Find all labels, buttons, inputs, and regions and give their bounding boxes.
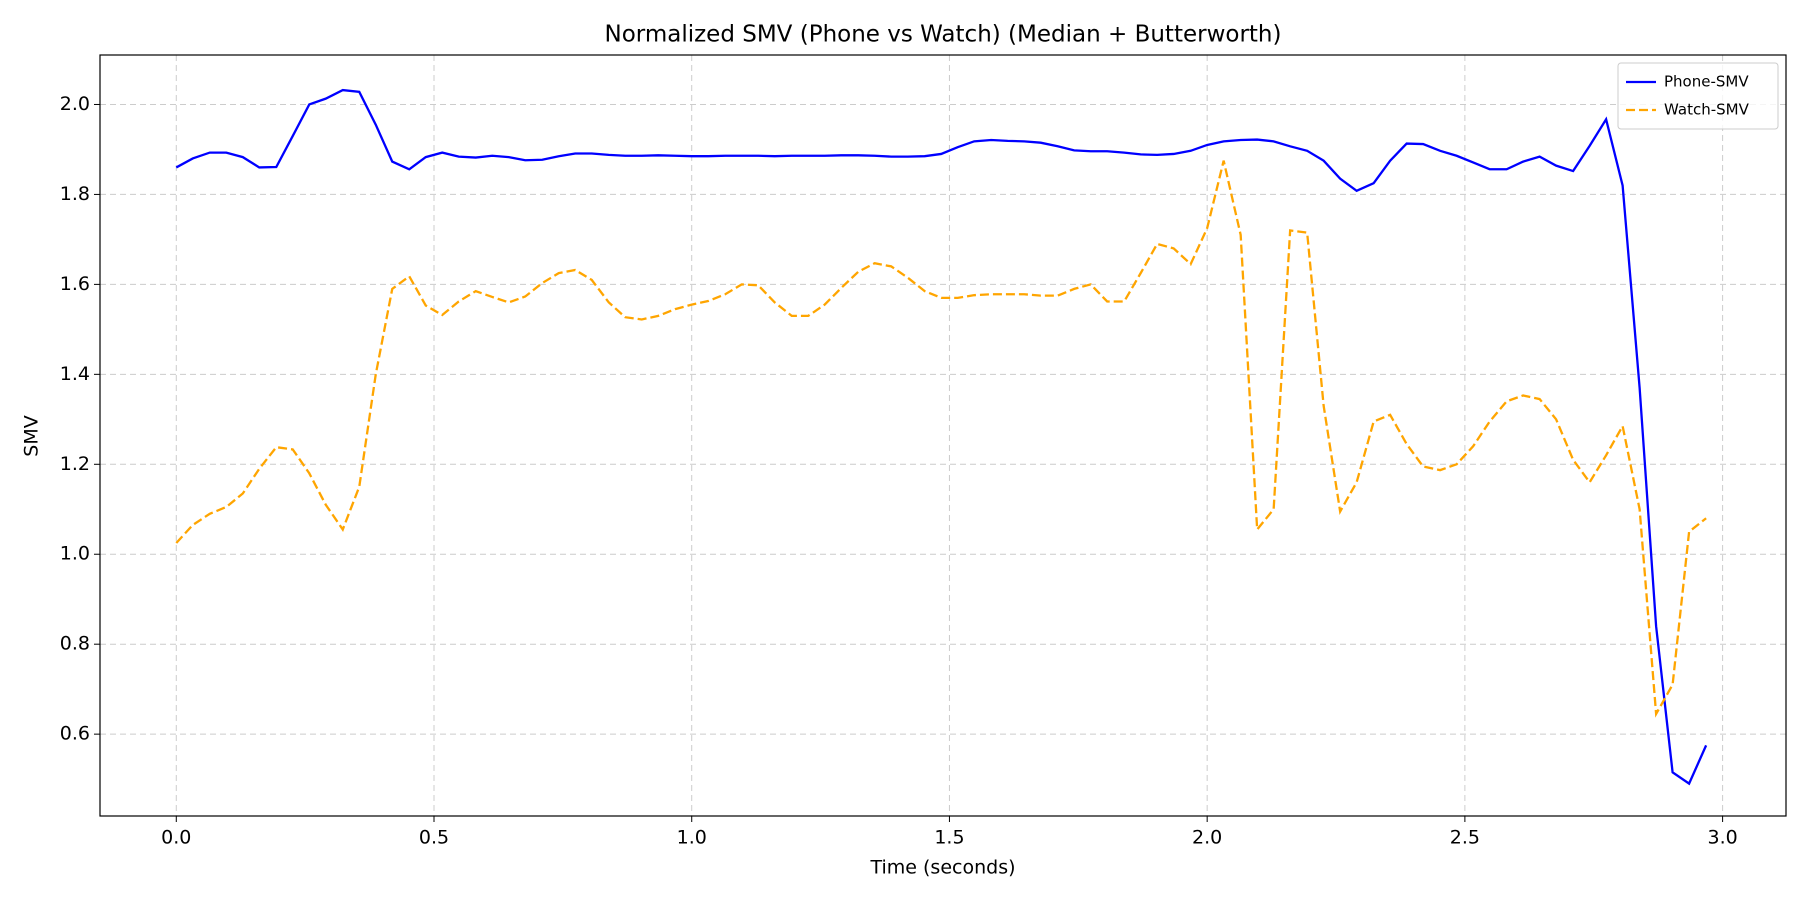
x-tick-label: 0.5 (419, 827, 449, 849)
y-tick-label: 1.2 (60, 453, 90, 475)
legend-label: Phone-SMV (1664, 73, 1749, 91)
y-axis-label: SMV (21, 415, 43, 456)
y-tick-label: 1.8 (60, 183, 90, 205)
series-line (175, 160, 1707, 718)
x-tick-label: 0.0 (161, 827, 191, 849)
y-tick-label: 1.0 (60, 543, 90, 565)
x-tick-label: 3.0 (1707, 827, 1737, 849)
x-tick-label: 2.5 (1450, 827, 1480, 849)
legend-label: Watch-SMV (1664, 101, 1750, 119)
x-tick-label: 2.0 (1192, 827, 1222, 849)
y-tick-label: 1.6 (60, 273, 90, 295)
y-tick-label: 0.8 (60, 633, 90, 655)
x-tick-label: 1.0 (677, 827, 707, 849)
legend: Phone-SMV Watch-SMV (1617, 62, 1779, 130)
series-line (175, 88, 1708, 786)
x-axis-label: Time (seconds) (869, 857, 1015, 879)
y-tick-label: 0.6 (60, 723, 90, 745)
chart-title: Normalized SMV (Phone vs Watch) (Median … (605, 22, 1282, 48)
x-tick-label: 1.5 (934, 827, 964, 849)
y-tick-label: 2.0 (60, 93, 90, 115)
y-tick-label: 1.4 (60, 363, 90, 385)
plot-frame (99, 54, 1787, 817)
legend-box (1617, 62, 1779, 130)
